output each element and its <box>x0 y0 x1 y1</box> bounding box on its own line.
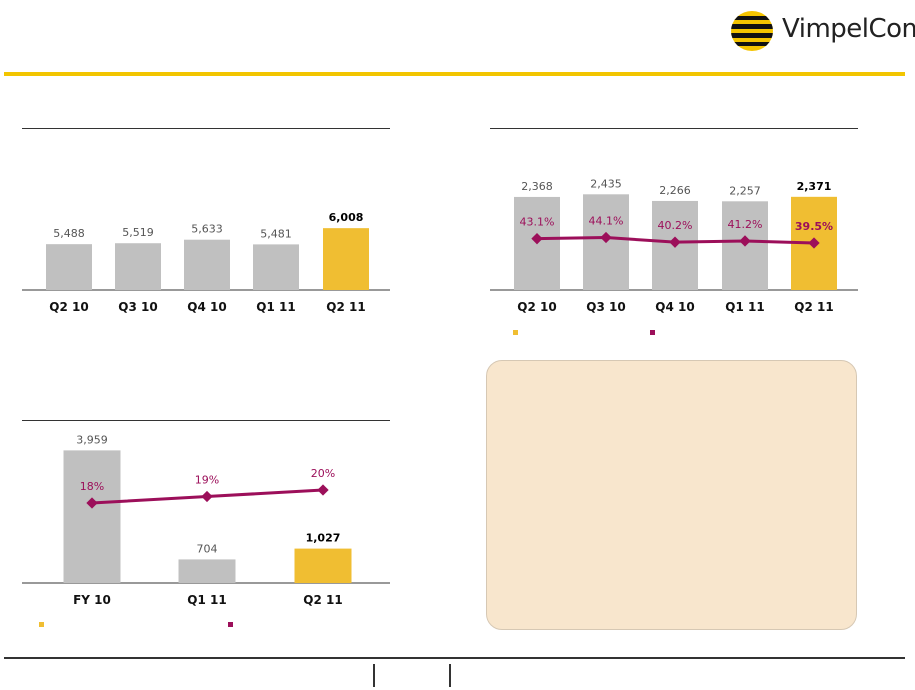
chart3-line-point-label: 20% <box>311 467 335 480</box>
chart2-bar-value-label: 2,435 <box>590 177 622 190</box>
chart3-category-label: Q2 11 <box>303 593 342 607</box>
chart2-line-point-label: 39.5% <box>795 220 833 233</box>
chart3-bar <box>294 548 352 583</box>
chart3-bar-value-label: 704 <box>197 542 218 555</box>
chart2-line-point <box>739 235 751 247</box>
chart1-category-label: Q3 10 <box>118 300 157 314</box>
vimpelcom-logo-icon <box>731 11 773 51</box>
chart1-bar-value-label: 5,633 <box>191 223 223 236</box>
chart3-line-point-label: 19% <box>195 474 219 487</box>
info-box <box>486 360 857 630</box>
chart2-category-label: Q2 10 <box>517 300 556 314</box>
chart1-bar-value-label: 5,488 <box>53 227 85 240</box>
brand-logo <box>730 10 778 52</box>
chart3-category-label: FY 10 <box>73 593 111 607</box>
chart2-top-rule <box>490 128 858 129</box>
chart2-line-point-label: 43.1% <box>520 216 555 229</box>
chart3-line-point <box>317 484 329 496</box>
chart1-category-label: Q2 10 <box>49 300 88 314</box>
chart1-bar <box>115 243 161 290</box>
chart2-bar-value-label: 2,266 <box>659 184 691 197</box>
chart1-bar <box>184 239 230 290</box>
chart2-legend-bar-marker <box>513 330 518 335</box>
chart3-category-label: Q1 11 <box>187 593 226 607</box>
chart1-bar-value-label: 6,008 <box>329 211 364 224</box>
header-divider <box>4 72 905 76</box>
chart1-bar-value-label: 5,519 <box>122 226 154 239</box>
brand-name: VimpelCom <box>782 14 915 44</box>
chart1-category-label: Q1 11 <box>256 300 295 314</box>
chart1-bar-value-label: 5,481 <box>260 227 292 240</box>
chart2-category-label: Q1 11 <box>725 300 764 314</box>
footer-divider <box>4 657 905 659</box>
chart2-line-point <box>808 237 820 249</box>
chart3-legend-bar-marker <box>39 622 44 627</box>
chart1-bar <box>253 244 299 290</box>
chart2-line-point-label: 44.1% <box>589 214 624 227</box>
chart1-bar <box>46 244 92 290</box>
chart2-line-point <box>600 231 612 244</box>
chart3-bar <box>63 450 121 583</box>
chart2-bar-value-label: 2,371 <box>797 180 832 193</box>
chart2-line-point-label: 41.2% <box>728 218 763 231</box>
chart2-category-label: Q3 10 <box>586 300 625 314</box>
chart2-bar-value-label: 2,368 <box>521 180 553 193</box>
chart3-legend-line-marker <box>228 622 233 627</box>
chart3-top-rule <box>22 420 390 421</box>
chart2-category-label: Q4 10 <box>655 300 694 314</box>
footer-tick-right <box>449 664 451 687</box>
chart2-line-point-label: 40.2% <box>658 219 693 232</box>
chart1-category-label: Q4 10 <box>187 300 226 314</box>
footer-tick-left <box>373 664 375 687</box>
chart3-bar-value-label: 1,027 <box>306 532 341 545</box>
chart2-line-point <box>531 233 543 245</box>
chart2-bar-value-label: 2,257 <box>729 184 761 197</box>
chart2-category-label: Q2 11 <box>794 300 833 314</box>
chart3-bar-value-label: 3,959 <box>76 433 108 446</box>
chart1-top-rule <box>22 128 390 129</box>
chart3-bar <box>178 559 236 583</box>
chart3-line-point-label: 18% <box>80 480 104 493</box>
chart3-line-point <box>201 490 213 503</box>
chart2-legend-line-marker <box>650 330 655 335</box>
chart2-line-point <box>669 236 681 248</box>
chart1-bar <box>323 228 369 290</box>
chart1-category-label: Q2 11 <box>326 300 365 314</box>
